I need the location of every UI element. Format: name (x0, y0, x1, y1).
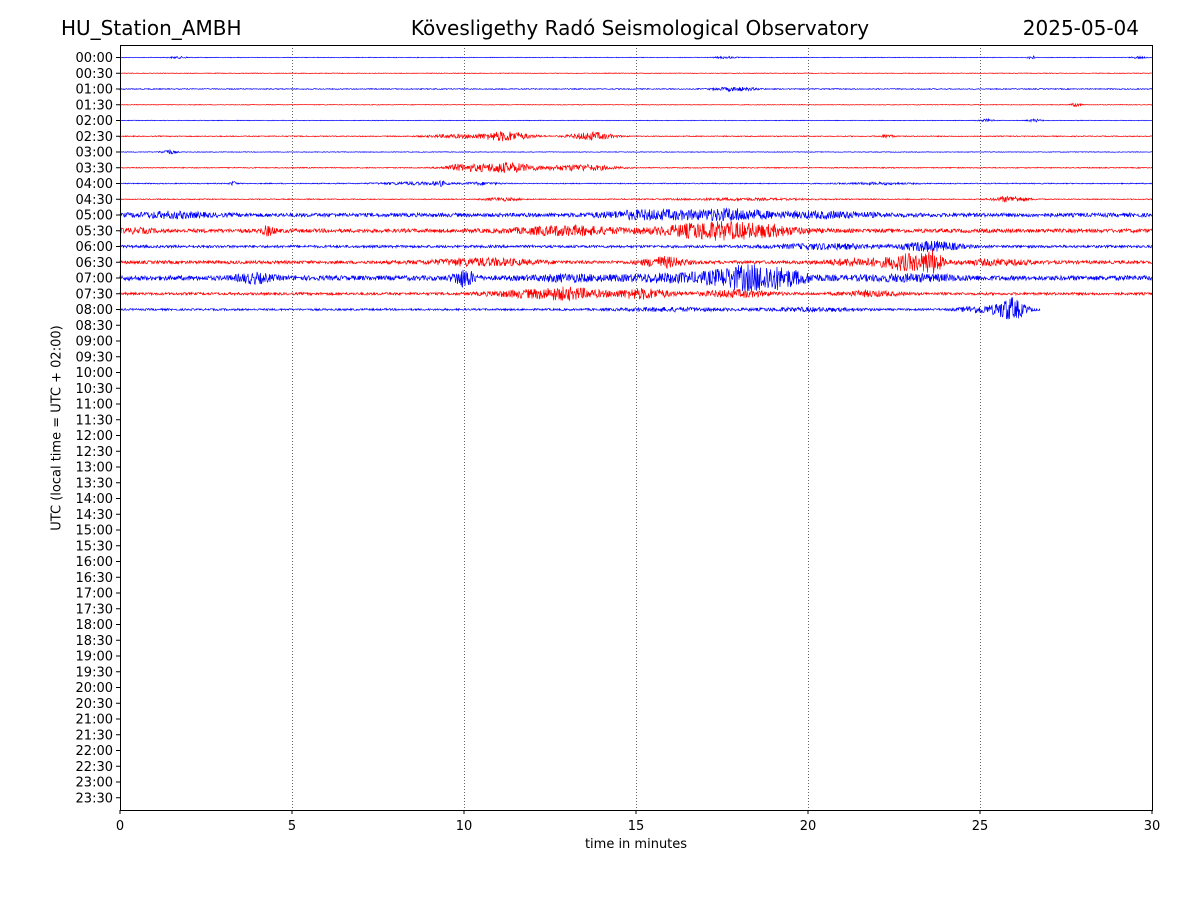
y-tick-label-11:30: 11:30 (76, 413, 113, 428)
y-tick-label-10:30: 10:30 (76, 382, 113, 397)
plot-frame (120, 45, 1153, 811)
y-tick-label-13:30: 13:30 (76, 476, 113, 491)
y-tick-label-14:00: 14:00 (76, 492, 113, 507)
x-tick-label-5: 5 (288, 819, 296, 834)
y-tick-label-07:00: 07:00 (76, 272, 113, 287)
y-tick-label-04:00: 04:00 (76, 177, 113, 192)
y-tick-label-05:30: 05:30 (76, 224, 113, 239)
y-tick-label-22:00: 22:00 (76, 744, 113, 759)
y-tick-label-02:30: 02:30 (76, 130, 113, 145)
y-tick-label-22:30: 22:30 (76, 760, 113, 775)
trace-01:30 (119, 102, 1153, 108)
chart-date: 2025-05-04 (1022, 16, 1139, 40)
y-tick-label-16:00: 16:00 (76, 555, 113, 570)
y-tick-label-21:30: 21:30 (76, 728, 113, 743)
y-tick-label-23:30: 23:30 (76, 791, 113, 806)
y-tick-label-12:00: 12:00 (76, 429, 113, 444)
trace-07:00 (119, 264, 1153, 292)
y-tick-label-15:30: 15:30 (76, 539, 113, 554)
grid-layer (292, 45, 981, 810)
x-tick-label-30: 30 (1144, 819, 1161, 834)
trace-05:00 (119, 207, 1153, 222)
y-tick-label-21:00: 21:00 (76, 713, 113, 728)
y-tick-label-08:30: 08:30 (76, 319, 113, 334)
y-tick-label-03:30: 03:30 (76, 161, 113, 176)
y-tick-label-18:00: 18:00 (76, 618, 113, 633)
y-tick-label-18:30: 18:30 (76, 634, 113, 649)
y-tick-label-17:00: 17:00 (76, 587, 113, 602)
y-tick-label-04:30: 04:30 (76, 193, 113, 208)
y-tick-label-16:30: 16:30 (76, 571, 113, 586)
y-tick-label-23:00: 23:00 (76, 776, 113, 791)
trace-05:30 (119, 220, 1153, 241)
trace-04:30 (119, 195, 1153, 203)
y-tick-label-10:00: 10:00 (76, 366, 113, 381)
y-tick-label-05:00: 05:00 (76, 209, 113, 224)
y-tick-label-19:30: 19:30 (76, 665, 113, 680)
y-tick-label-09:00: 09:00 (76, 335, 113, 350)
tick-layer: 0 5 10 15 20 25 30 00:0000:3001:0001:3002:0002:… (76, 51, 1161, 834)
y-tick-label-12:30: 12:30 (76, 445, 113, 460)
y-tick-label-01:00: 01:00 (76, 83, 113, 98)
y-tick-label-07:30: 07:30 (76, 287, 113, 302)
x-axis-label: time in minutes (584, 837, 688, 852)
y-tick-label-17:30: 17:30 (76, 602, 113, 617)
trace-07:30 (119, 286, 1153, 302)
y-tick-label-06:30: 06:30 (76, 256, 113, 271)
trace-03:30 (119, 161, 1153, 174)
trace-02:00 (119, 117, 1153, 124)
y-tick-label-14:30: 14:30 (76, 508, 113, 523)
x-tick-label-0: 0 (116, 819, 124, 834)
trace-01:00 (119, 86, 1153, 93)
y-tick-label-13:00: 13:00 (76, 461, 113, 476)
station-name: HU_Station_AMBH (61, 16, 242, 40)
y-tick-label-01:30: 01:30 (76, 98, 113, 113)
trace-00:00 (119, 55, 1153, 60)
y-tick-label-03:00: 03:00 (76, 146, 113, 161)
trace-08:00 (119, 297, 1041, 320)
y-tick-label-00:00: 00:00 (76, 51, 113, 66)
y-tick-label-02:00: 02:00 (76, 114, 113, 129)
y-tick-label-09:30: 09:30 (76, 350, 113, 365)
y-tick-label-08:00: 08:00 (76, 303, 113, 318)
y-tick-label-11:00: 11:00 (76, 398, 113, 413)
y-axis-label: UTC (local time = UTC + 02:00) (49, 325, 65, 531)
y-tick-label-19:00: 19:00 (76, 650, 113, 665)
trace-02:30 (119, 130, 1153, 142)
x-tick-label-10: 10 (456, 819, 473, 834)
y-tick-label-06:00: 06:00 (76, 240, 113, 255)
chart-title: Kövesligethy Radó Seismological Observat… (410, 16, 870, 40)
y-tick-label-00:30: 00:30 (76, 67, 113, 82)
y-tick-label-20:30: 20:30 (76, 697, 113, 712)
y-tick-label-15:00: 15:00 (76, 524, 113, 539)
trace-06:00 (119, 240, 1153, 253)
trace-layer (119, 55, 1153, 320)
trace-03:00 (119, 148, 1153, 155)
x-tick-label-20: 20 (800, 819, 817, 834)
trace-04:00 (119, 179, 1153, 187)
trace-06:30 (119, 249, 1153, 274)
y-tick-label-20:00: 20:00 (76, 681, 113, 696)
x-tick-label-15: 15 (628, 819, 645, 834)
x-tick-label-25: 25 (972, 819, 989, 834)
trace-00:30 (119, 72, 1153, 75)
